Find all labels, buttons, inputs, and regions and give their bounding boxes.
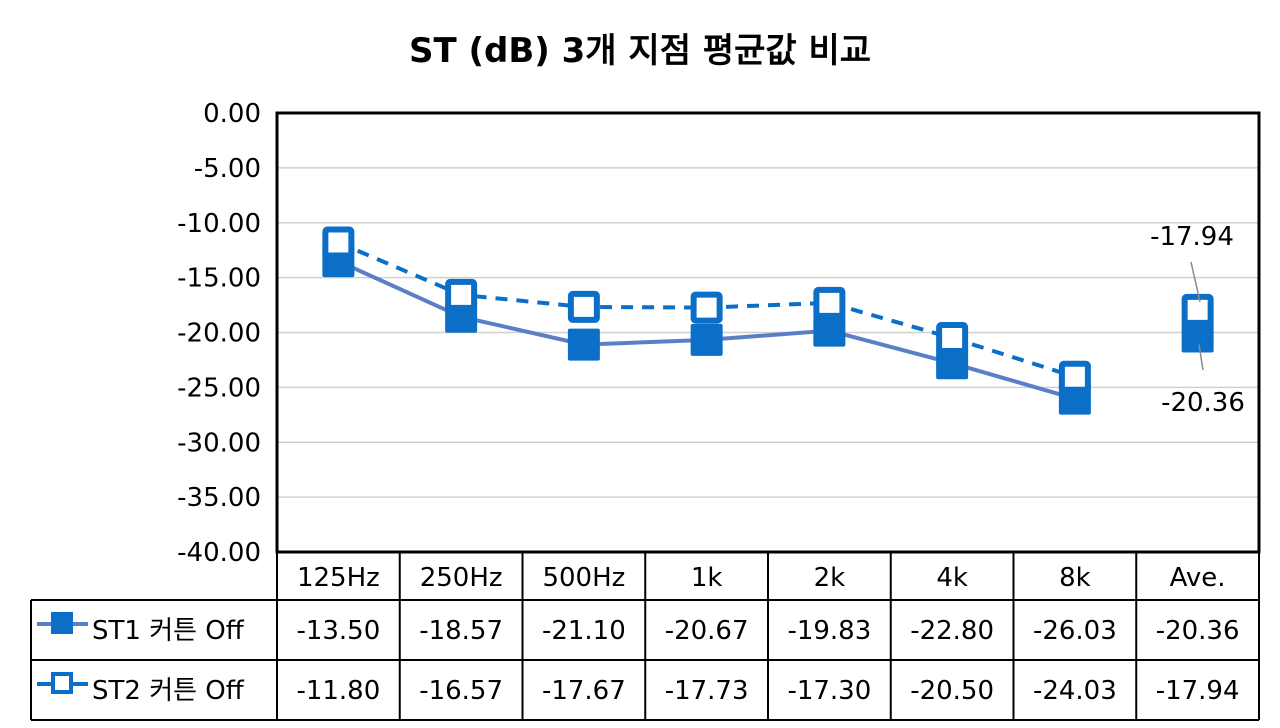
category-label: 4k — [936, 563, 968, 593]
table-value: -22.80 — [910, 616, 994, 646]
y-tick-label: -20.00 — [177, 319, 261, 349]
st2-marker — [813, 286, 846, 319]
table-value: -20.36 — [1156, 616, 1240, 646]
table-value: -21.10 — [542, 616, 626, 646]
st1-marker — [813, 314, 846, 347]
category-label: 1k — [691, 563, 723, 593]
st1-marker — [936, 347, 969, 380]
label-leader — [1198, 344, 1204, 371]
table-value: -20.50 — [910, 676, 994, 706]
label-leader — [1190, 261, 1201, 303]
st2-marker — [936, 321, 969, 354]
table-value: -17.73 — [665, 676, 749, 706]
y-tick-label: -40.00 — [177, 538, 261, 568]
series-layer — [322, 226, 1214, 415]
y-tick-label: -5.00 — [194, 154, 261, 184]
table-value: -18.57 — [419, 616, 503, 646]
table-value: -11.80 — [296, 676, 380, 706]
st1-marker — [690, 323, 723, 356]
chart-title: ST (dB) 3개 지점 평균값 비교 — [409, 31, 871, 71]
category-label: 250Hz — [420, 563, 503, 593]
y-tick-label: 0.00 — [203, 99, 261, 129]
y-axis-ticks: 0.00 -5.00 -10.00 -15.00 -20.00 -25.00 -30.00 -… — [177, 99, 261, 568]
y-tick-label: -35.00 — [177, 483, 261, 513]
st2-marker — [322, 226, 355, 259]
category-label: 125Hz — [297, 563, 380, 593]
st1-marker — [567, 328, 600, 361]
series-name: ST1 커튼 Off — [92, 616, 245, 646]
y-tick-label: -30.00 — [177, 428, 261, 458]
table-value: -17.67 — [542, 676, 626, 706]
table-value: -16.57 — [419, 676, 503, 706]
st2-marker — [567, 290, 600, 323]
st2-marker — [1058, 360, 1091, 393]
table-value: -20.67 — [665, 616, 749, 646]
category-label: 8k — [1059, 563, 1091, 593]
y-tick-label: -15.00 — [177, 264, 261, 294]
data-labels: -17.94 -20.36 — [1150, 222, 1245, 418]
grid-lines — [277, 167, 1259, 498]
st1-marker — [1181, 320, 1214, 353]
table-value: -24.03 — [1033, 676, 1117, 706]
st2-marker — [690, 291, 723, 324]
category-label: 2k — [814, 563, 846, 593]
table-value: -19.83 — [787, 616, 871, 646]
category-label: 500Hz — [542, 563, 625, 593]
st2-marker — [1181, 293, 1214, 326]
data-table: 125Hz 250Hz 500Hz 1k 2k 4k 8k Ave. ST1 커튼 Off -13… — [30, 552, 1260, 721]
data-label: -20.36 — [1161, 388, 1245, 418]
table-value: -26.03 — [1033, 616, 1117, 646]
data-label: -17.94 — [1150, 222, 1234, 252]
legend-key-marker — [51, 672, 73, 694]
st2-marker — [445, 278, 478, 311]
y-tick-label: -10.00 — [177, 209, 261, 239]
legend-key-marker — [51, 612, 73, 634]
series-name: ST2 커튼 Off — [92, 676, 245, 706]
table-value: -17.94 — [1156, 676, 1240, 706]
table-value: -13.50 — [296, 616, 380, 646]
table-value: -17.30 — [787, 676, 871, 706]
y-tick-label: -25.00 — [177, 373, 261, 403]
category-label: Ave. — [1170, 563, 1226, 593]
